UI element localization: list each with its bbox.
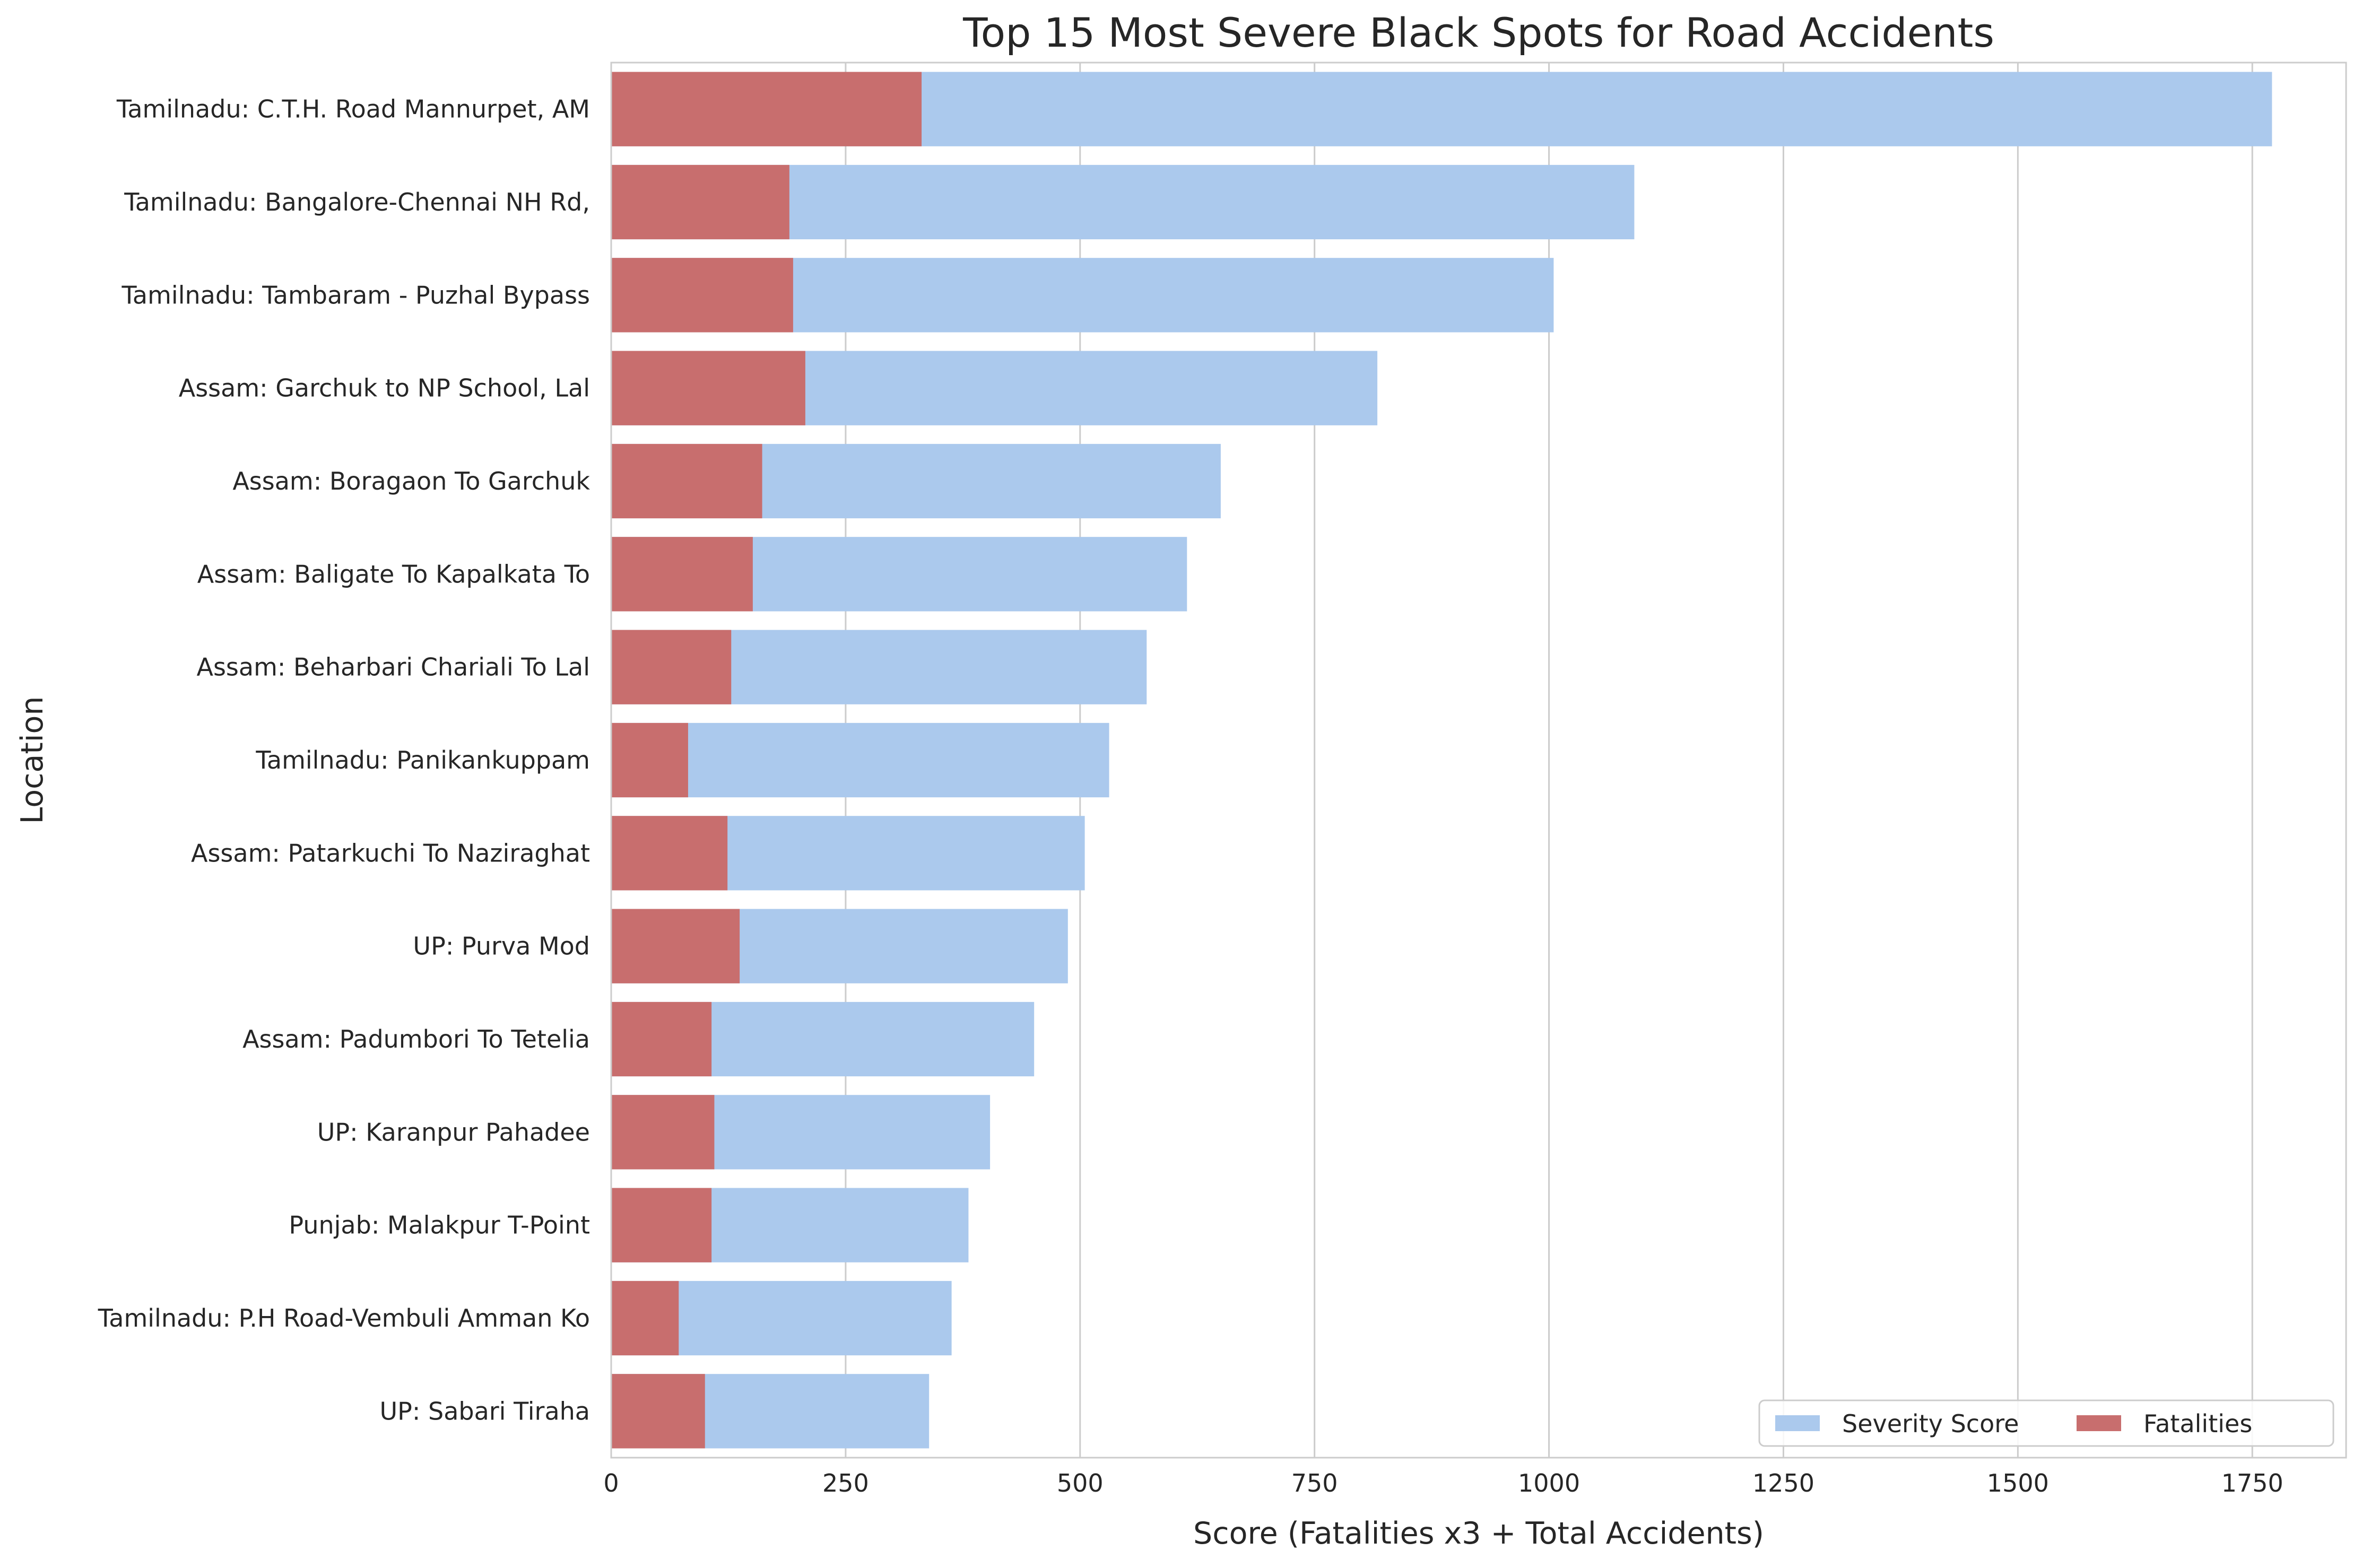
bar-fatalities (611, 164, 789, 240)
legend-swatch (2077, 1415, 2121, 1431)
bar-fatalities (611, 1001, 712, 1077)
x-tick-label: 1250 (1752, 1469, 1814, 1497)
y-tick-label: Tamilnadu: Bangalore-Chennai NH Rd, (124, 188, 590, 216)
bar-fatalities (611, 909, 740, 983)
x-tick-label: 250 (822, 1469, 869, 1497)
bar-fatalities (611, 1280, 679, 1356)
x-tick-labels: 0 250 500 750 1000 1250 1500 1750 (603, 1469, 2283, 1497)
bar-fatalities (611, 537, 753, 612)
legend-label: Severity Score (1842, 1409, 2019, 1438)
legend: Severity Score Fatalities (1758, 1399, 2334, 1447)
x-axis-label: Score (Fatalities x3 + Total Accidents) (1193, 1516, 1764, 1551)
y-tick-label: Assam: Boragaon To Garchuk (232, 467, 590, 495)
chart-title: Top 15 Most Severe Black Spots for Road … (962, 9, 1994, 56)
y-tick-label: Tamilnadu: Tambaram - Puzhal Bypass (121, 281, 590, 309)
y-axis-label: Location (15, 696, 50, 824)
bar-fatalities (611, 443, 762, 519)
legend-box (1758, 1399, 2334, 1447)
y-tick-label: Tamilnadu: Panikankuppam (255, 746, 590, 774)
y-tick-label: Assam: Baligate To Kapalkata To (197, 560, 590, 588)
y-tick-labels: Tamilnadu: C.T.H. Road Mannurpet, AM Tami… (98, 95, 590, 1426)
bar-fatalities (611, 351, 805, 425)
y-tick-label: Assam: Patarkuchi To Naziraghat (191, 839, 590, 867)
y-tick-label: UP: Sabari Tiraha (379, 1397, 590, 1425)
x-tick-label: 0 (603, 1469, 619, 1497)
y-tick-label: Tamilnadu: P.H Road-Vembuli Amman Ko (98, 1304, 590, 1332)
bar-severity-score (611, 722, 1109, 798)
y-tick-label: Assam: Padumbori To Tetelia (242, 1025, 590, 1053)
bar-fatalities (611, 1188, 712, 1262)
legend-swatch (1775, 1415, 1820, 1431)
bar-fatalities (611, 258, 793, 333)
bar-fatalities (611, 722, 688, 798)
bars (611, 72, 2272, 1449)
plot-frame (610, 62, 2347, 1459)
x-tick-label: 500 (1057, 1469, 1104, 1497)
y-tick-label: Assam: Garchuk to NP School, Lal (179, 374, 590, 403)
bar-fatalities (611, 72, 922, 146)
bar-fatalities (611, 630, 732, 704)
x-tick-label: 1500 (1987, 1469, 2049, 1497)
bar-fatalities (611, 1374, 705, 1449)
y-tick-label: UP: Purva Mod (413, 932, 590, 961)
y-tick-label: Tamilnadu: C.T.H. Road Mannurpet, AM (116, 95, 590, 124)
x-tick-label: 750 (1291, 1469, 1338, 1497)
y-tick-label: UP: Karanpur Pahadee (317, 1118, 590, 1146)
x-tick-label: 1000 (1518, 1469, 1580, 1497)
x-tick-label: 1750 (2221, 1469, 2283, 1497)
y-tick-label: Punjab: Malakpur T-Point (289, 1211, 590, 1240)
y-tick-label: Assam: Beharbari Chariali To Lal (196, 653, 590, 682)
bar-fatalities (611, 816, 728, 891)
bar-fatalities (611, 1095, 715, 1170)
legend-label: Fatalities (2143, 1409, 2252, 1438)
